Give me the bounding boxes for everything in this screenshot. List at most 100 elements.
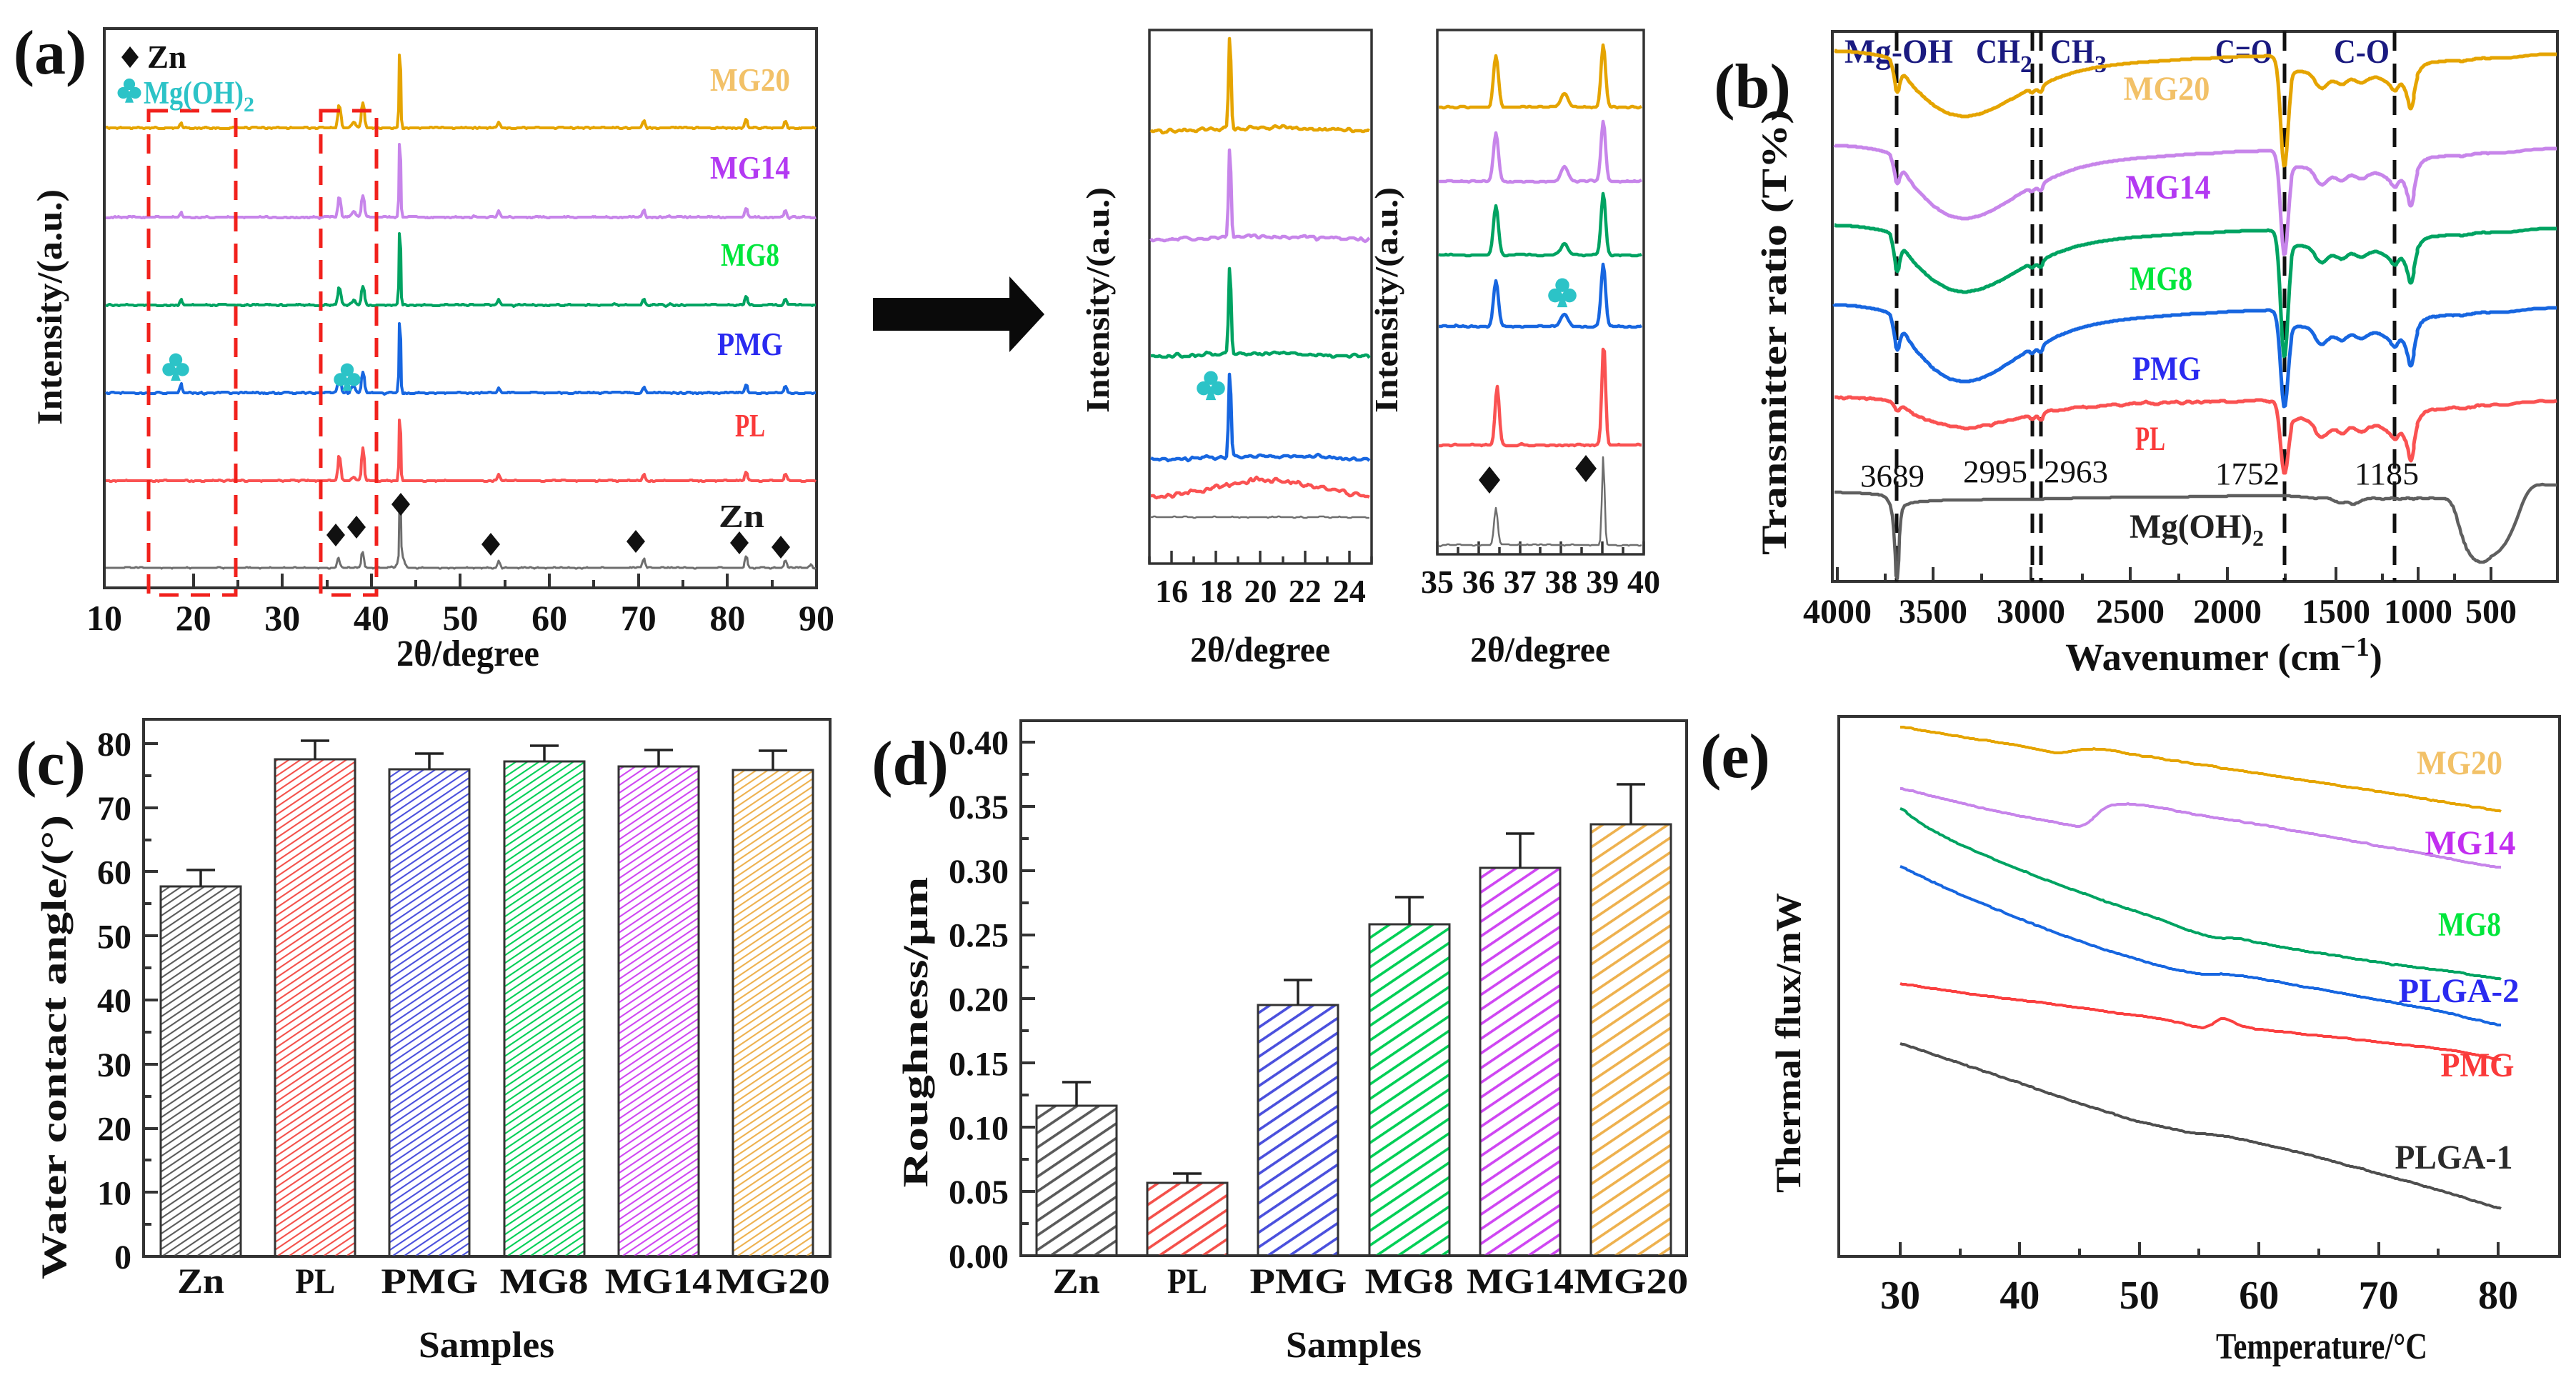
svg-text:60: 60 (2239, 1274, 2279, 1318)
svg-text:(d): (d) (872, 729, 949, 799)
svg-text:2963: 2963 (2044, 454, 2108, 489)
svg-text:Zn: Zn (719, 498, 764, 534)
svg-text:1185: 1185 (2355, 456, 2419, 491)
svg-text:2θ/degree: 2θ/degree (1470, 629, 1610, 669)
svg-text:PMG: PMG (717, 326, 783, 362)
svg-text:40: 40 (354, 598, 389, 638)
svg-text:MG20: MG20 (716, 1261, 830, 1301)
svg-text:50: 50 (2120, 1274, 2160, 1318)
svg-text:1500: 1500 (2302, 593, 2370, 631)
svg-text:Samples: Samples (419, 1325, 554, 1366)
svg-text:10: 10 (97, 1174, 131, 1212)
svg-text:0.25: 0.25 (949, 917, 1009, 955)
svg-text:39: 39 (1586, 564, 1619, 600)
svg-text:PLGA-1: PLGA-1 (2395, 1139, 2513, 1176)
svg-text:Wavenumer (cm−1): Wavenumer (cm−1) (2065, 632, 2382, 679)
svg-text:C=O: C=O (2215, 33, 2272, 71)
svg-text:50: 50 (97, 918, 131, 956)
svg-text:40: 40 (1627, 564, 1660, 600)
svg-text:0.05: 0.05 (949, 1174, 1009, 1211)
svg-text:Zn: Zn (1053, 1261, 1100, 1301)
svg-text:3000: 3000 (1997, 593, 2065, 631)
svg-text:0.30: 0.30 (949, 853, 1009, 891)
svg-text:3500: 3500 (1899, 593, 1967, 631)
svg-text:Intensity/(a.u.): Intensity/(a.u.) (1368, 187, 1404, 413)
svg-text:PMG: PMG (2132, 350, 2201, 388)
svg-text:0.35: 0.35 (949, 789, 1009, 826)
svg-text:PL: PL (295, 1261, 335, 1301)
svg-text:60: 60 (97, 854, 131, 892)
svg-text:2θ/degree: 2θ/degree (396, 634, 539, 674)
svg-text:37: 37 (1504, 564, 1537, 600)
svg-text:MG8: MG8 (2438, 906, 2501, 944)
svg-text:PMG: PMG (2441, 1046, 2515, 1084)
svg-text:MG8: MG8 (500, 1261, 589, 1301)
svg-text:MG8: MG8 (721, 236, 779, 273)
svg-text:2000: 2000 (2193, 593, 2262, 631)
svg-text:MG20: MG20 (2417, 744, 2502, 782)
svg-text:20: 20 (97, 1111, 131, 1149)
svg-text:24: 24 (1333, 573, 1366, 609)
svg-text:2θ/degree: 2θ/degree (1190, 629, 1330, 669)
svg-text:35: 35 (1421, 564, 1454, 600)
svg-text:MG14: MG14 (2425, 824, 2516, 862)
svg-text:0.40: 0.40 (949, 724, 1009, 762)
svg-text:PL: PL (735, 407, 765, 444)
svg-text:MG14: MG14 (605, 1261, 712, 1301)
svg-text:90: 90 (799, 598, 834, 638)
svg-text:20: 20 (176, 598, 211, 638)
svg-text:MG14: MG14 (710, 149, 790, 186)
svg-text:Water contact angle/(°): Water contact angle/(°) (34, 815, 74, 1279)
svg-text:0.15: 0.15 (949, 1045, 1009, 1083)
svg-text:36: 36 (1462, 564, 1495, 600)
svg-text:Mg(OH)2: Mg(OH)2 (144, 75, 254, 116)
svg-text:60: 60 (531, 598, 567, 638)
svg-text:Zn: Zn (147, 39, 186, 75)
svg-text:50: 50 (443, 598, 479, 638)
svg-text:40: 40 (2000, 1274, 2040, 1318)
svg-text:(a): (a) (14, 19, 87, 88)
svg-text:MG20: MG20 (1574, 1261, 1688, 1301)
svg-text:Zn: Zn (177, 1261, 224, 1301)
svg-text:30: 30 (264, 598, 300, 638)
svg-text:PL: PL (1167, 1261, 1207, 1301)
svg-text:(e): (e) (1700, 722, 1770, 791)
svg-text:4000: 4000 (1803, 593, 1872, 631)
svg-text:MG8: MG8 (2130, 260, 2192, 298)
svg-text:2500: 2500 (2096, 593, 2165, 631)
svg-text:MG14: MG14 (1467, 1261, 1574, 1301)
svg-text:70: 70 (621, 598, 657, 638)
svg-text:80: 80 (2478, 1274, 2518, 1318)
svg-text:MG8: MG8 (1365, 1261, 1454, 1301)
svg-text:0.20: 0.20 (949, 981, 1009, 1019)
svg-text:16: 16 (1155, 573, 1188, 609)
svg-text:MG20: MG20 (710, 61, 790, 98)
svg-text:PMG: PMG (381, 1261, 478, 1301)
svg-text:70: 70 (97, 790, 131, 828)
svg-text:Temperature/°C: Temperature/°C (2216, 1326, 2427, 1367)
svg-text:(b): (b) (1714, 52, 1791, 121)
svg-text:0.00: 0.00 (949, 1238, 1009, 1276)
svg-text:1752: 1752 (2215, 456, 2280, 491)
svg-text:3689: 3689 (1860, 459, 1924, 494)
svg-text:CH3: CH3 (2050, 33, 2107, 78)
svg-text:MG20: MG20 (2124, 70, 2210, 108)
svg-text:Intensity/(a.u.): Intensity/(a.u.) (1079, 187, 1116, 413)
svg-text:70: 70 (2359, 1274, 2399, 1318)
svg-text:30: 30 (97, 1046, 131, 1084)
svg-text:500: 500 (2465, 593, 2517, 631)
svg-text:PLGA-2: PLGA-2 (2399, 972, 2520, 1010)
svg-text:Transmitter ratio (T%): Transmitter ratio (T%) (1754, 109, 1794, 555)
svg-text:Samples: Samples (1286, 1325, 1422, 1366)
svg-text:20: 20 (1244, 573, 1277, 609)
svg-text:(c): (c) (16, 729, 86, 799)
svg-text:40: 40 (97, 982, 131, 1020)
svg-text:38: 38 (1544, 564, 1577, 600)
svg-text:Roughness/μm: Roughness/μm (895, 877, 935, 1188)
svg-text:18: 18 (1199, 573, 1232, 609)
svg-text:10: 10 (86, 598, 122, 638)
svg-text:80: 80 (97, 726, 131, 764)
svg-text:30: 30 (1880, 1274, 1920, 1318)
svg-text:MG14: MG14 (2126, 169, 2211, 206)
svg-text:C-O: C-O (2334, 33, 2390, 71)
